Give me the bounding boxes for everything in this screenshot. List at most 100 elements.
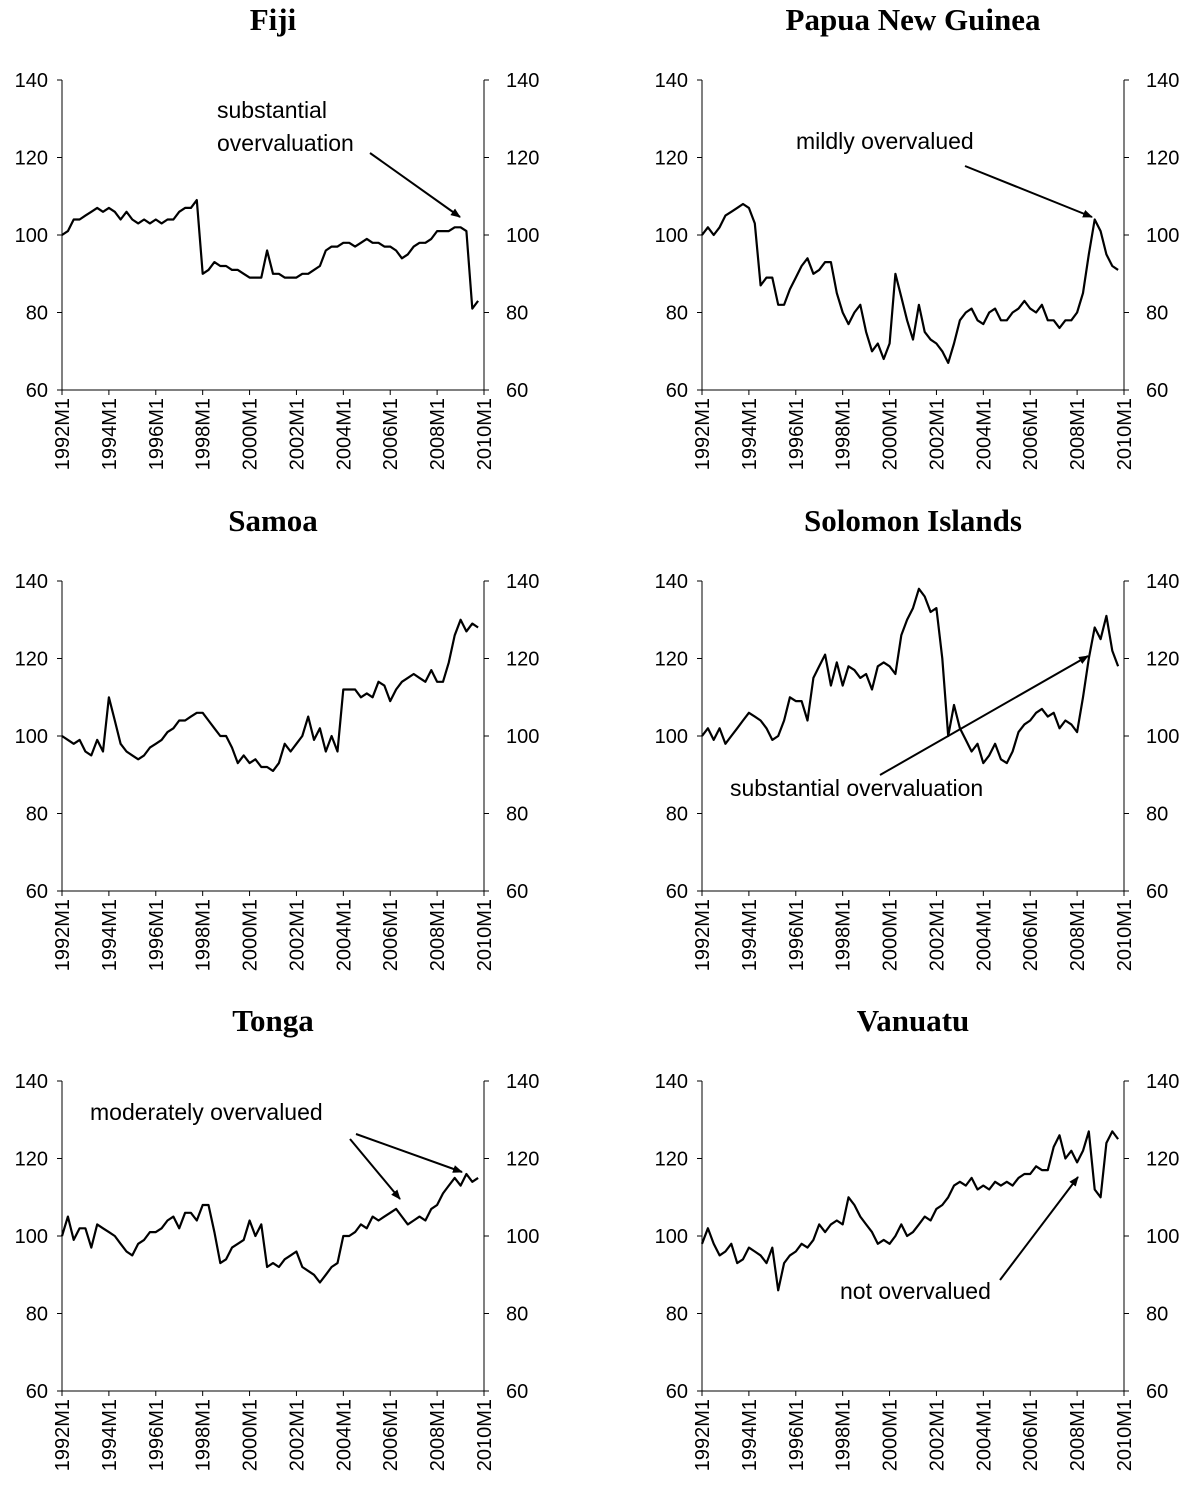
y-tick-label: 140 bbox=[15, 1071, 48, 1093]
y-tick-label: 60 bbox=[666, 881, 688, 903]
y2-tick-label: 60 bbox=[1146, 1381, 1168, 1403]
y-tick-label: 60 bbox=[26, 380, 48, 402]
y-tick-label: 120 bbox=[15, 1149, 48, 1171]
series-line bbox=[61, 618, 479, 772]
x-tick-label: 2006M1 bbox=[380, 899, 402, 971]
y2-tick-label: 80 bbox=[506, 1304, 528, 1326]
annotation: overvaluation bbox=[217, 130, 354, 156]
x-tick-label: 2002M1 bbox=[286, 899, 308, 971]
series-line bbox=[61, 199, 479, 310]
y2-tick-label: 60 bbox=[506, 881, 528, 903]
y2-tick-label: 100 bbox=[1146, 726, 1179, 748]
x-tick-label: 2010M1 bbox=[1114, 398, 1136, 470]
y2-tick-label: 60 bbox=[506, 380, 528, 402]
x-tick-label: 1996M1 bbox=[146, 899, 168, 971]
x-tick-label: 2008M1 bbox=[1067, 899, 1089, 971]
x-tick-label: 2000M1 bbox=[880, 899, 902, 971]
x-tick-label: 2010M1 bbox=[1114, 1399, 1136, 1471]
annotation: substantial overvaluation bbox=[730, 775, 983, 801]
chart-title: Tonga bbox=[232, 1003, 314, 1038]
chart-title: Papua New Guinea bbox=[786, 2, 1041, 37]
x-tick-label: 1996M1 bbox=[786, 398, 808, 470]
y-tick-label: 60 bbox=[26, 881, 48, 903]
x-tick-label: 2000M1 bbox=[880, 1399, 902, 1471]
x-tick-label: 1994M1 bbox=[739, 1399, 761, 1471]
annotation: substantial bbox=[217, 97, 327, 123]
x-tick-label: 2004M1 bbox=[973, 899, 995, 971]
x-tick-label: 1992M1 bbox=[52, 899, 74, 971]
x-tick-label: 1994M1 bbox=[99, 899, 121, 971]
x-tick-label: 2006M1 bbox=[1020, 398, 1042, 470]
x-tick-label: 1992M1 bbox=[692, 1399, 714, 1471]
y2-tick-label: 140 bbox=[506, 1071, 539, 1093]
x-tick-label: 1994M1 bbox=[739, 398, 761, 470]
y-tick-label: 120 bbox=[15, 148, 48, 170]
y2-tick-label: 120 bbox=[506, 649, 539, 671]
annotation: not overvalued bbox=[840, 1278, 991, 1304]
series-line bbox=[701, 202, 1119, 364]
x-tick-label: 2008M1 bbox=[427, 398, 449, 470]
x-tick-label: 1996M1 bbox=[786, 899, 808, 971]
y-tick-label: 60 bbox=[26, 1381, 48, 1403]
y2-tick-label: 80 bbox=[1146, 303, 1168, 325]
y2-tick-label: 60 bbox=[1146, 380, 1168, 402]
x-tick-label: 1994M1 bbox=[99, 1399, 121, 1471]
x-tick-label: 2004M1 bbox=[333, 1399, 355, 1471]
y-tick-label: 60 bbox=[666, 380, 688, 402]
y2-tick-label: 140 bbox=[506, 70, 539, 92]
x-tick-label: 2002M1 bbox=[286, 1399, 308, 1471]
y-tick-label: 140 bbox=[655, 571, 688, 593]
y-tick-label: 60 bbox=[666, 1381, 688, 1403]
x-tick-label: 2010M1 bbox=[1114, 899, 1136, 971]
x-tick-label: 1998M1 bbox=[833, 398, 855, 470]
x-tick-label: 1992M1 bbox=[692, 899, 714, 971]
x-tick-label: 1998M1 bbox=[193, 1399, 215, 1471]
y2-tick-label: 60 bbox=[506, 1381, 528, 1403]
y2-tick-label: 80 bbox=[506, 303, 528, 325]
y-tick-label: 120 bbox=[15, 649, 48, 671]
y-tick-label: 100 bbox=[15, 225, 48, 247]
y-tick-label: 80 bbox=[666, 303, 688, 325]
y2-tick-label: 120 bbox=[506, 1149, 539, 1171]
x-tick-label: 2006M1 bbox=[380, 398, 402, 470]
x-tick-label: 2008M1 bbox=[1067, 398, 1089, 470]
y-tick-label: 120 bbox=[655, 148, 688, 170]
y2-tick-label: 100 bbox=[1146, 1226, 1179, 1248]
y2-tick-label: 120 bbox=[1146, 649, 1179, 671]
x-tick-label: 2004M1 bbox=[333, 899, 355, 971]
y-tick-label: 100 bbox=[655, 726, 688, 748]
y-tick-label: 100 bbox=[655, 225, 688, 247]
x-tick-label: 1994M1 bbox=[739, 899, 761, 971]
x-tick-label: 1996M1 bbox=[786, 1399, 808, 1471]
x-tick-label: 1992M1 bbox=[52, 1399, 74, 1471]
y2-tick-label: 80 bbox=[506, 804, 528, 826]
x-tick-label: 2004M1 bbox=[973, 1399, 995, 1471]
y2-tick-label: 140 bbox=[506, 571, 539, 593]
x-tick-label: 1994M1 bbox=[99, 398, 121, 470]
y2-tick-label: 140 bbox=[1146, 571, 1179, 593]
annotation-arrow bbox=[999, 1176, 1079, 1281]
series-line bbox=[701, 587, 1120, 765]
y2-tick-label: 120 bbox=[1146, 1149, 1179, 1171]
x-tick-label: 1998M1 bbox=[193, 398, 215, 470]
chart-title: Vanuatu bbox=[857, 1003, 970, 1038]
x-tick-label: 2000M1 bbox=[240, 1399, 262, 1471]
x-tick-label: 1998M1 bbox=[833, 1399, 855, 1471]
annotation: moderately overvalued bbox=[90, 1099, 323, 1125]
y-tick-label: 80 bbox=[26, 303, 48, 325]
x-tick-label: 2008M1 bbox=[427, 899, 449, 971]
y2-tick-label: 100 bbox=[506, 1226, 539, 1248]
x-tick-label: 2002M1 bbox=[926, 1399, 948, 1471]
x-tick-label: 2002M1 bbox=[286, 398, 308, 470]
x-tick-label: 1998M1 bbox=[193, 899, 215, 971]
x-tick-label: 2002M1 bbox=[926, 398, 948, 470]
y-tick-label: 80 bbox=[666, 804, 688, 826]
annotation-arrow bbox=[879, 655, 1089, 776]
y-tick-label: 80 bbox=[26, 1304, 48, 1326]
x-tick-label: 2010M1 bbox=[474, 398, 496, 470]
y-tick-label: 140 bbox=[655, 1071, 688, 1093]
annotation-arrow bbox=[349, 1138, 401, 1200]
y-tick-label: 140 bbox=[655, 70, 688, 92]
x-tick-label: 2000M1 bbox=[880, 398, 902, 470]
